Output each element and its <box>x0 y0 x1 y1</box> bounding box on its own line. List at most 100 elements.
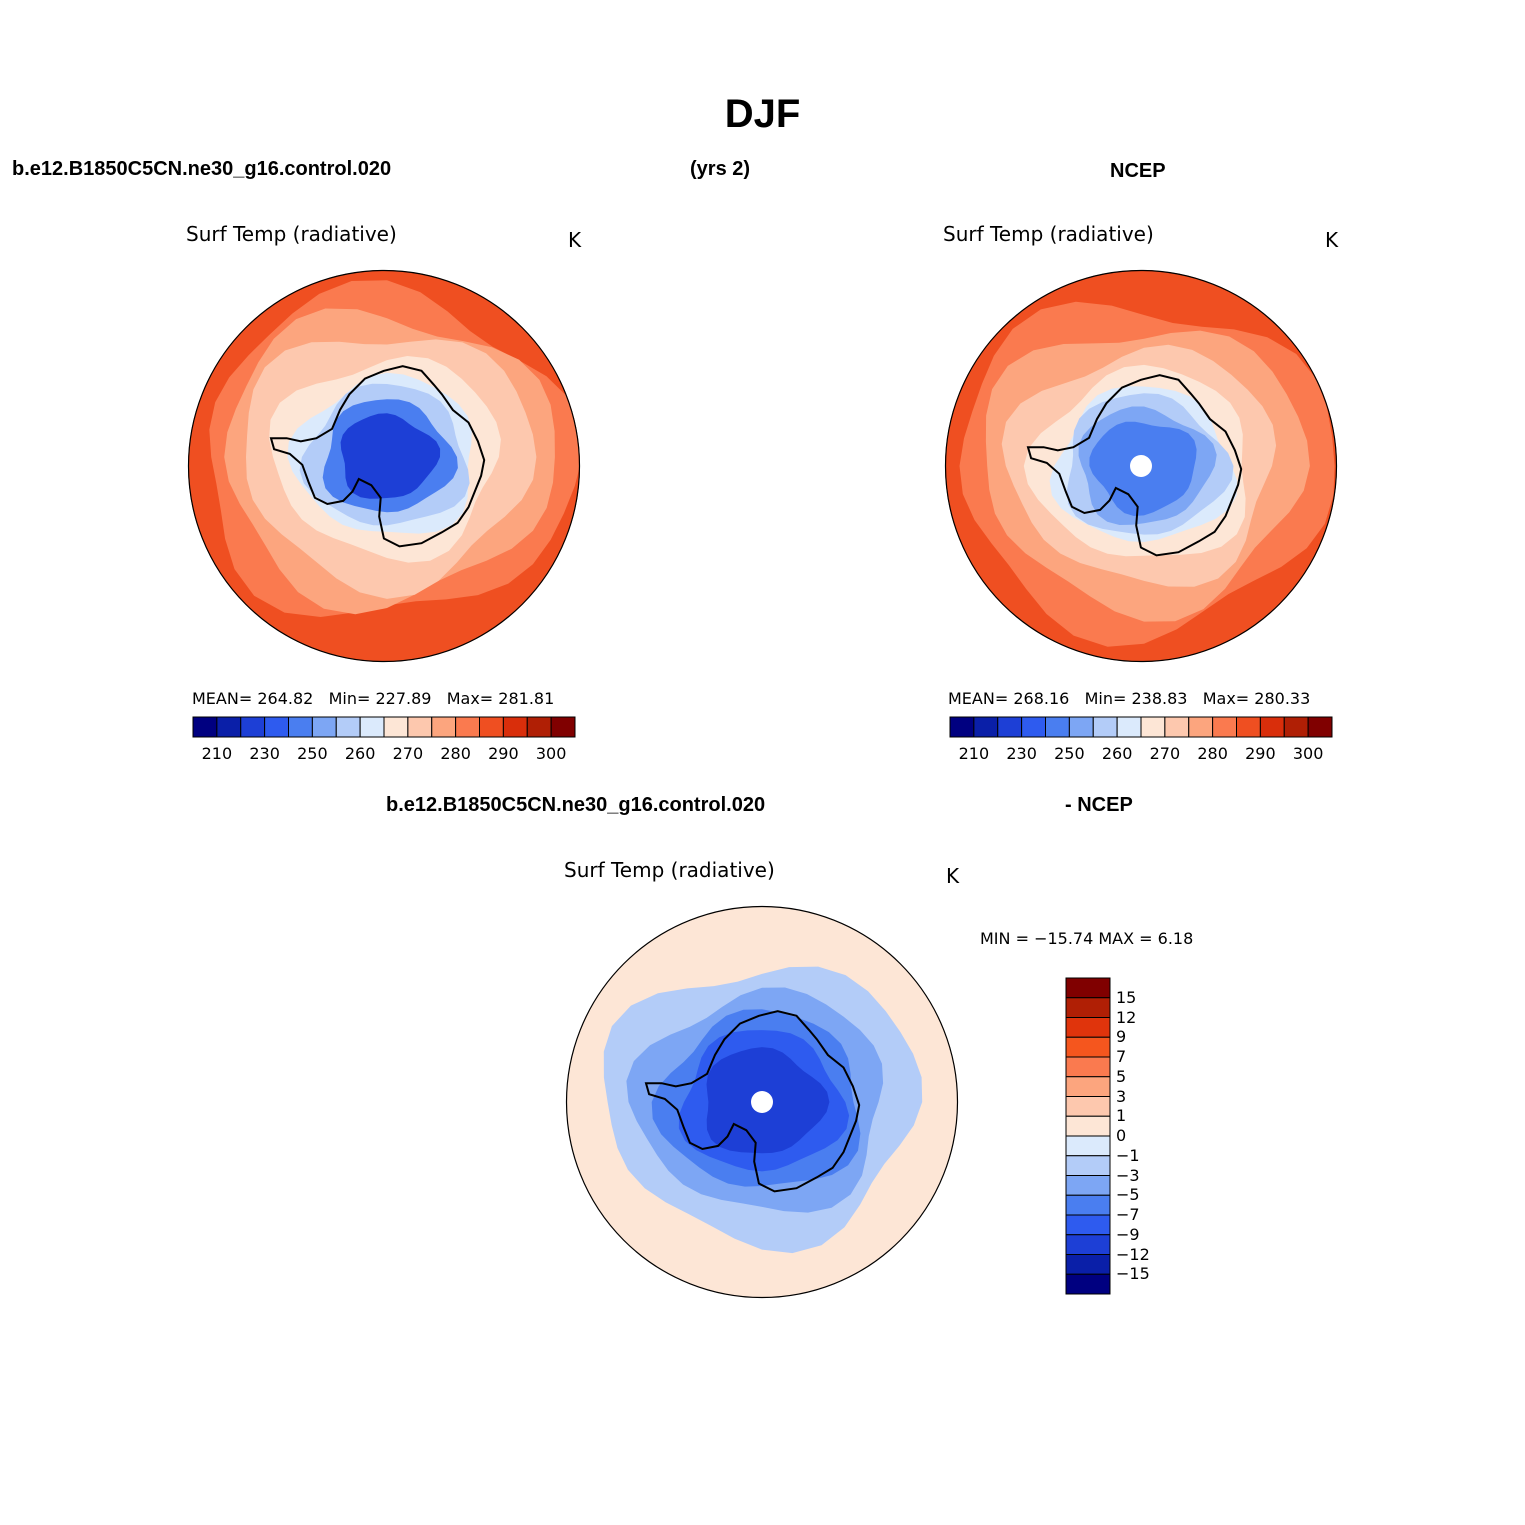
panel3-title: Surf Temp (radiative) <box>564 858 775 882</box>
colorbar-box <box>1065 1096 1111 1117</box>
colorbar-box <box>1065 1273 1111 1295</box>
panel2-units: K <box>1325 228 1339 252</box>
colorbar-box <box>311 716 337 738</box>
panel2-min: 238.83 <box>1131 689 1188 708</box>
panel2-stats: MEAN= 268.16 Min= 238.83 Max= 280.33 <box>948 689 1310 708</box>
colorbar-box <box>1259 716 1285 738</box>
colorbar-tick: 270 <box>392 744 424 763</box>
colorbar-box <box>1065 1175 1111 1196</box>
colorbar-box <box>1065 1155 1111 1176</box>
colorbar-tick: 250 <box>1054 744 1085 763</box>
colorbar-box <box>1065 1115 1111 1137</box>
colorbar-box <box>1065 1036 1111 1058</box>
colorbar-box <box>1068 716 1094 738</box>
colorbar-box <box>407 716 433 738</box>
colorbar-box <box>479 716 504 738</box>
colorbar-tick: 12 <box>1116 1007 1137 1027</box>
panel1-min-label: Min= <box>328 689 371 708</box>
colorbar-box <box>1188 716 1214 738</box>
panel2-mean-label: MEAN= <box>948 689 1009 708</box>
colorbar-tick: −3 <box>1116 1165 1140 1185</box>
colorbar-box <box>502 716 528 738</box>
colorbar-tick: 290 <box>488 744 519 763</box>
case-label: b.e12.B1850C5CN.ne30_g16.control.020 <box>12 158 392 180</box>
map-border <box>187 269 581 663</box>
colorbar-box <box>335 716 361 738</box>
pole-mask <box>751 1091 773 1113</box>
colorbar-tick: 5 <box>1116 1066 1127 1086</box>
colorbar-box <box>1065 1056 1111 1078</box>
panel3-units: K <box>946 864 960 888</box>
colorbar-box <box>949 716 975 738</box>
panel2-max-label: Max= <box>1202 689 1250 708</box>
obs-label: NCEP <box>1110 160 1166 182</box>
colorbar-box <box>1065 1194 1111 1216</box>
colorbar-tick: 280 <box>1197 744 1228 763</box>
coastline <box>269 365 486 548</box>
colorbar-box <box>240 716 266 738</box>
panel2-colorbar <box>949 716 1333 738</box>
diff-case-label: b.e12.B1850C5CN.ne30_g16.control.020 <box>386 794 766 816</box>
coastline <box>644 1010 861 1193</box>
panel1-mean-label: MEAN= <box>192 689 253 708</box>
colorbar-tick: 280 <box>440 744 471 763</box>
colorbar-box <box>1212 716 1237 738</box>
colorbar-tick: 0 <box>1116 1126 1127 1145</box>
colorbar-tick: 300 <box>1292 744 1324 763</box>
panel1-polar-map <box>187 269 581 663</box>
colorbar-tick: −9 <box>1116 1224 1140 1244</box>
colorbar-tick: −5 <box>1116 1185 1140 1205</box>
pole-mask <box>1130 455 1152 477</box>
colorbar-tick: 7 <box>1116 1047 1127 1066</box>
colorbar-tick: −15 <box>1116 1264 1150 1284</box>
colorbar-tick: 230 <box>249 744 280 763</box>
panel1-units: K <box>568 228 582 252</box>
panel1-title: Surf Temp (radiative) <box>186 222 397 246</box>
panel2-min-label: Min= <box>1084 689 1127 708</box>
colorbar-box <box>1065 1234 1111 1255</box>
diff-obs-label: - NCEP <box>1065 794 1133 816</box>
colorbar-tick: 250 <box>297 744 328 763</box>
colorbar-box <box>1283 716 1309 738</box>
colorbar-box <box>1065 1254 1111 1275</box>
colorbar-box <box>1065 977 1111 999</box>
map-border <box>565 905 959 1299</box>
colorbar-box <box>1045 716 1070 738</box>
panel1-stats: MEAN= 264.82 Min= 227.89 Max= 281.81 <box>192 689 554 708</box>
colorbar-tick: −12 <box>1116 1244 1150 1264</box>
colorbar-box <box>1236 716 1261 738</box>
colorbar-tick: −1 <box>1116 1145 1140 1165</box>
colorbar-tick: 290 <box>1245 744 1276 763</box>
panel2-title: Surf Temp (radiative) <box>943 222 1154 246</box>
colorbar-tick: 210 <box>958 744 990 763</box>
colorbar-box <box>550 716 576 738</box>
panel1-colorbar <box>192 716 576 738</box>
colorbar-box <box>288 716 313 738</box>
colorbar-box <box>1065 1076 1111 1097</box>
colorbar-tick: 3 <box>1116 1086 1127 1106</box>
panel1-min: 227.89 <box>375 689 432 708</box>
colorbar-box <box>1307 716 1333 738</box>
colorbar-box <box>1116 716 1142 738</box>
panel3-polar-map <box>565 905 959 1299</box>
colorbar-tick: −7 <box>1116 1205 1140 1224</box>
colorbar-box <box>1092 716 1118 738</box>
coastline <box>1026 374 1243 557</box>
colorbar-tick: 260 <box>344 744 376 763</box>
colorbar-box <box>455 716 480 738</box>
colorbar-box <box>1065 1017 1111 1038</box>
panel2-max: 280.33 <box>1254 689 1311 708</box>
panel2-mean: 268.16 <box>1013 689 1070 708</box>
panel1-max: 281.81 <box>498 689 555 708</box>
panel2-colorbar-ticks: 210 230 250 260 270 280 290 300 <box>950 744 1332 764</box>
colorbar-tick: 270 <box>1149 744 1181 763</box>
panel1-colorbar-ticks: 210 230 250 260 270 280 290 300 <box>193 744 575 764</box>
colorbar-tick: 1 <box>1116 1106 1127 1126</box>
colorbar-box <box>264 716 289 738</box>
colorbar-box <box>431 716 457 738</box>
years-label: (yrs 2) <box>690 158 751 180</box>
colorbar-box <box>526 716 552 738</box>
colorbar-box <box>997 716 1023 738</box>
colorbar-tick: 300 <box>535 744 567 763</box>
colorbar-box <box>383 716 409 738</box>
